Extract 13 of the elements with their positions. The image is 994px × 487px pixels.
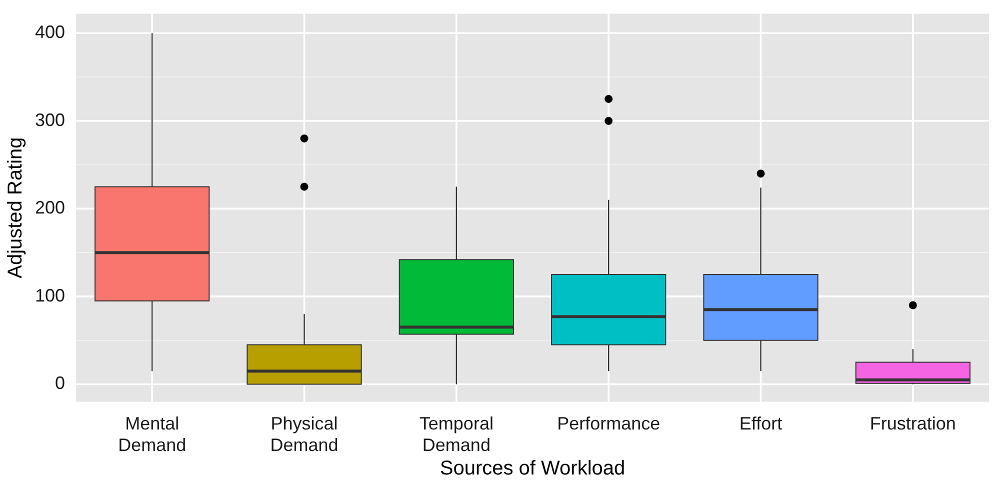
x-tick-label: Temporal Demand — [419, 414, 494, 456]
y-tick-label: 0 — [55, 373, 66, 394]
y-tick-label: 100 — [34, 285, 66, 306]
y-tick-label: 300 — [34, 110, 66, 130]
x-tick-label: Physical Demand — [270, 414, 338, 456]
x-tick-label: Performance — [557, 414, 660, 434]
x-tick-label: Mental Demand — [118, 414, 186, 456]
y-tick-label: 200 — [34, 198, 66, 218]
y-tick-label: 400 — [34, 22, 66, 42]
y-axis-title: Adjusted Rating — [4, 137, 27, 278]
x-tick-label: Effort — [739, 414, 782, 434]
x-axis-title: Sources of Workload — [440, 458, 626, 480]
x-tick-label: Frustration — [870, 414, 956, 434]
